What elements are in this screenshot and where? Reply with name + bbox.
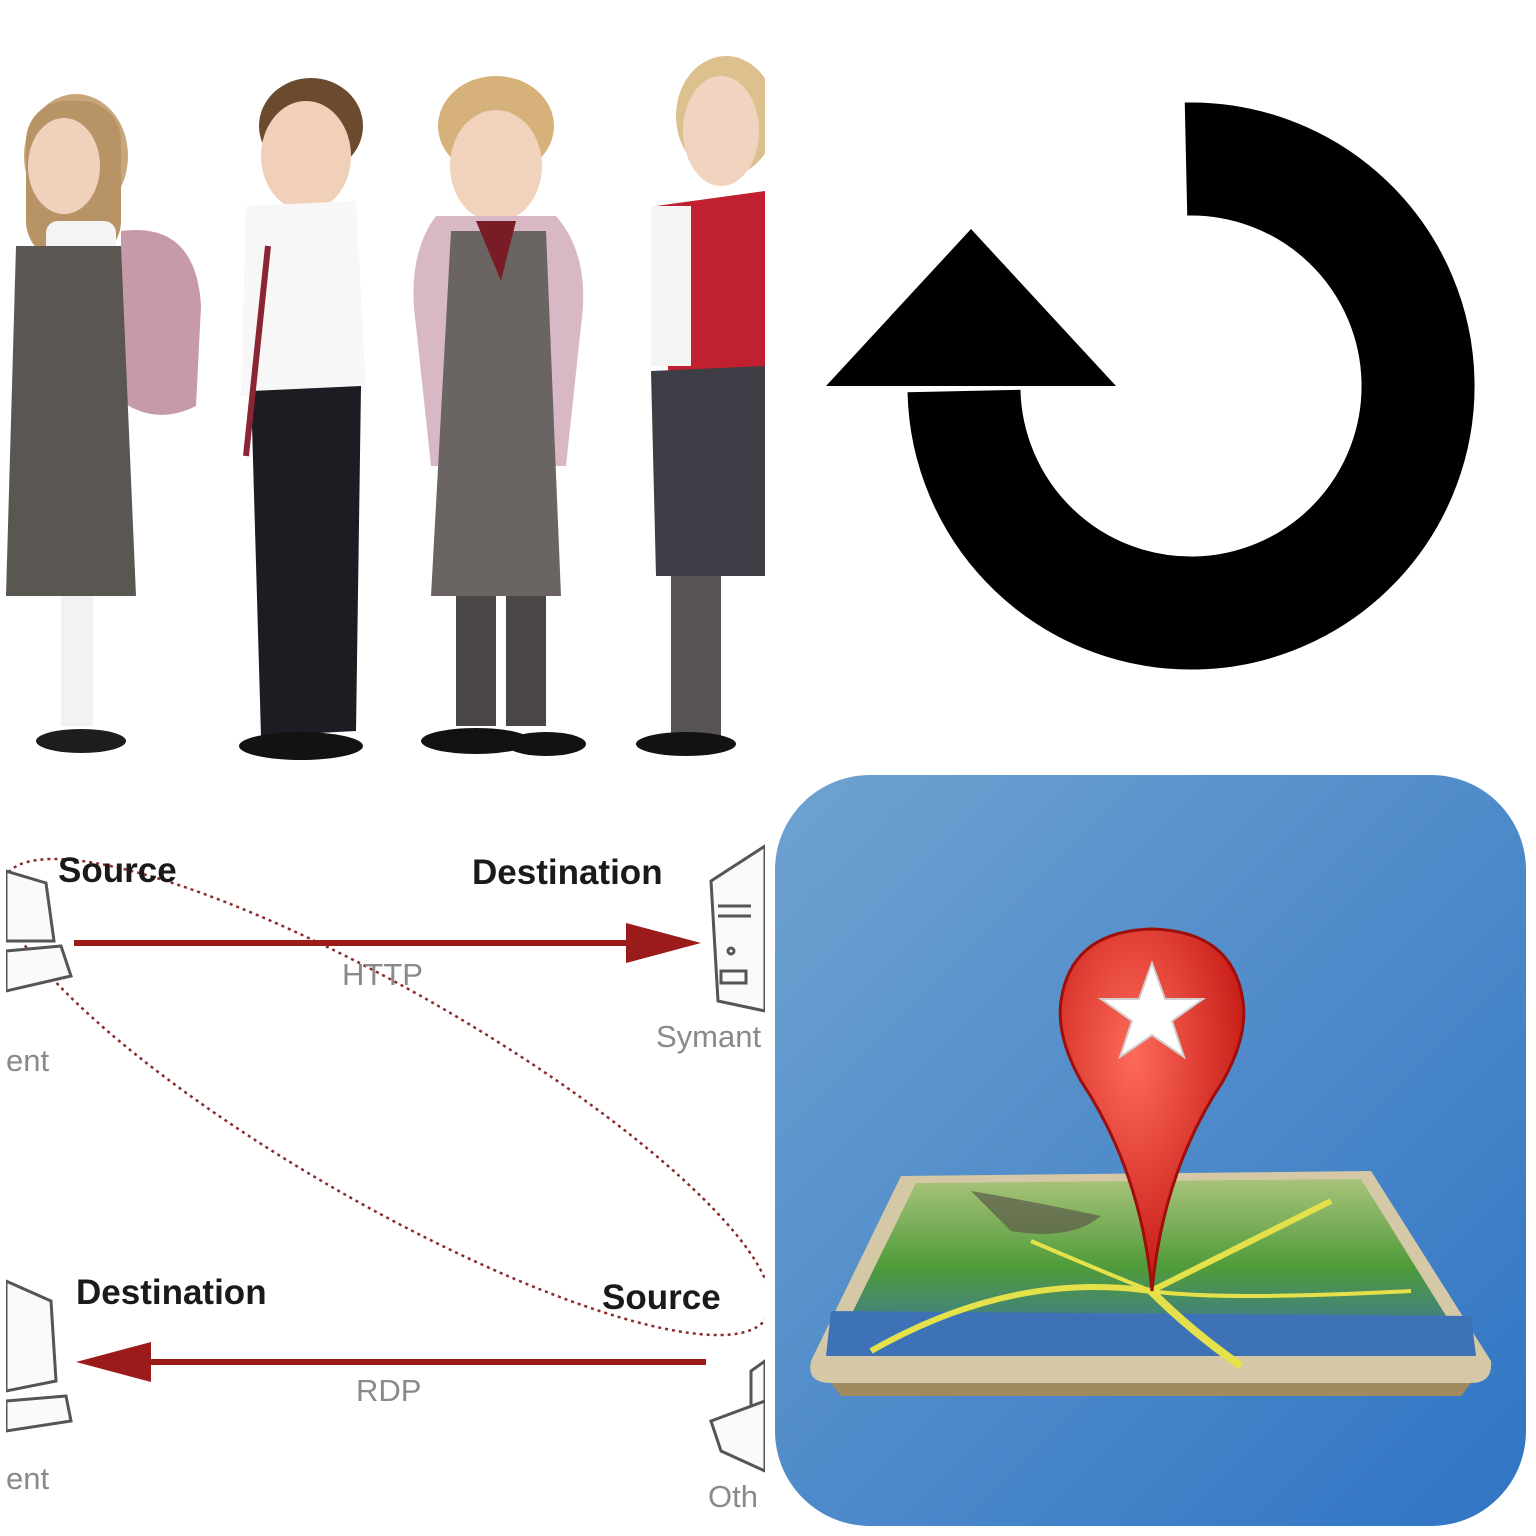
- top-source-label: Source: [58, 851, 177, 890]
- map-app-icon-tile: [771, 771, 1530, 1530]
- child-figure-1: [6, 94, 201, 753]
- top-right-caption: Symant: [656, 1019, 762, 1054]
- location-pin-icon: [1058, 927, 1246, 1292]
- bottom-destination-label: Destination: [76, 1273, 267, 1312]
- http-arrow-head: [626, 923, 701, 963]
- server-top-right: [709, 844, 765, 1013]
- network-diagram: [6, 771, 765, 1530]
- top-left-caption: ent: [6, 1043, 50, 1078]
- refresh-arrow-tile: [771, 6, 1530, 765]
- client-computer-bottom-left: [6, 1279, 73, 1433]
- children-illustration: [6, 6, 765, 765]
- network-diagram-tile: Source Destination HTTP Symant ent Desti…: [6, 771, 765, 1530]
- top-destination-label: Destination: [472, 853, 663, 892]
- http-protocol-label: HTTP: [342, 957, 423, 992]
- child-figure-4: [636, 56, 765, 756]
- client-computer-top-left: [6, 869, 73, 993]
- rdp-arrow-head: [76, 1342, 151, 1382]
- star-icon: [1097, 960, 1207, 1060]
- bottom-right-caption: Oth: [708, 1479, 758, 1514]
- counterclockwise-refresh-arrow-icon: [771, 6, 1530, 765]
- child-figure-2: [239, 78, 366, 760]
- highlight-ellipse: [6, 857, 765, 1337]
- child-figure-3: [413, 76, 586, 756]
- computer-bottom-right: [709, 1359, 765, 1473]
- bottom-source-label: Source: [602, 1278, 721, 1317]
- rdp-protocol-label: RDP: [356, 1373, 422, 1408]
- map-pin-app-icon: [771, 771, 1530, 1530]
- bottom-left-caption: ent: [6, 1461, 50, 1496]
- school-children-photo: [6, 6, 765, 765]
